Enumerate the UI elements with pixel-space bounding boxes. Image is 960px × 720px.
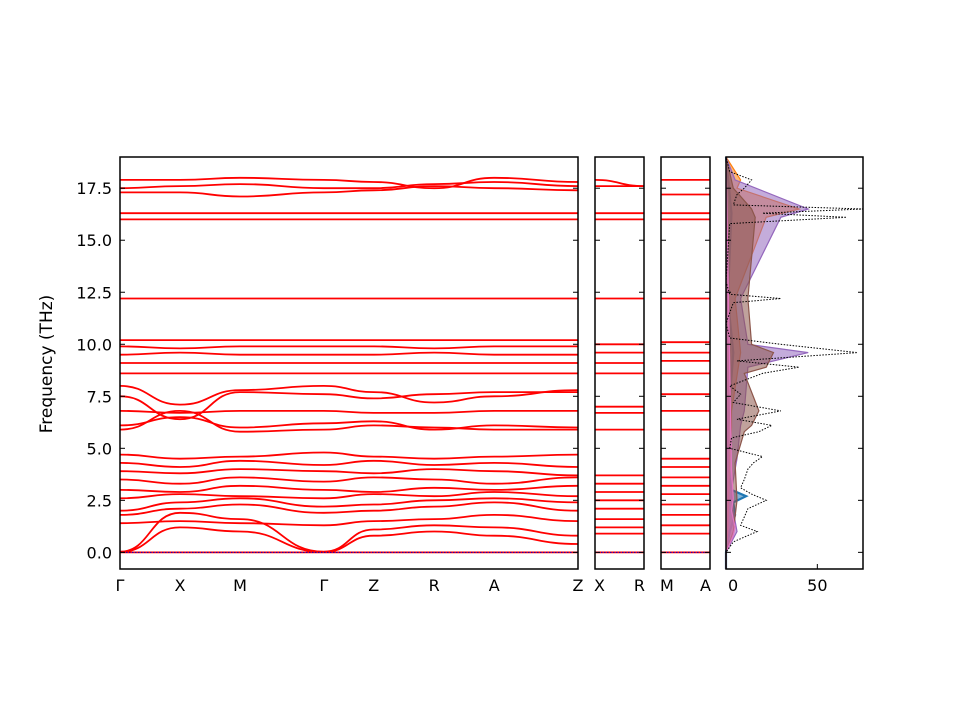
y-axis: 0.0 2.5 5.0 7.5 10.0 12.5 15.0 17.5 <box>76 179 112 562</box>
x-tick-label-main-4: Z <box>368 576 379 595</box>
band-line-main-10 <box>119 459 579 468</box>
y-tick-label-0: 0.0 <box>87 543 112 562</box>
y-tick-label-2: 5.0 <box>87 439 112 458</box>
dos-partial-line-3 <box>725 156 775 569</box>
x-tick-label-main-1: X <box>175 576 186 595</box>
band-line-main-16 <box>119 384 579 406</box>
y-tick-label-7: 17.5 <box>76 179 112 198</box>
panel-frame-x-r <box>594 156 645 570</box>
y-tick-label-1: 2.5 <box>87 491 112 510</box>
band-line-main-15 <box>119 391 578 421</box>
y-tick-label-5: 12.5 <box>76 283 112 302</box>
band-line-main-26 <box>119 181 579 190</box>
dos-partial-fill-3 <box>726 157 774 569</box>
x-tick-label-main-5: R <box>429 576 440 595</box>
y-axis-label: Frequency (THz) <box>37 295 57 434</box>
x-tick-label-x-r-0: X <box>594 576 605 595</box>
band-line-main-3 <box>119 513 579 527</box>
band-line-main-4 <box>119 501 579 516</box>
y-tick-label-6: 15.0 <box>76 231 112 250</box>
dos-total-line <box>725 156 864 569</box>
dos-x-tick-label-1: 50 <box>807 576 827 595</box>
dos-panel-frame <box>725 156 864 570</box>
dos-panel: 0 50 <box>724 156 864 595</box>
band-line-main-6 <box>119 491 579 500</box>
band-line-main-27 <box>119 176 579 190</box>
band-line-main-20 <box>119 345 578 350</box>
x-tick-label-m-a-1: A <box>700 576 711 595</box>
x-tick-label-main-7: Z <box>573 576 584 595</box>
x-tick-label-x-r-1: R <box>634 576 645 595</box>
x-tick-label-m-a-0: M <box>660 576 674 595</box>
dos-partial-line-4 <box>725 156 736 569</box>
band-line-main-2 <box>119 511 579 553</box>
x-tick-label-main-3: Γ <box>319 576 328 595</box>
dos-partial-fill-4 <box>726 157 736 569</box>
dos-x-tick-label-0: 0 <box>728 576 738 595</box>
band-line-main-8 <box>119 476 579 485</box>
x-tick-label-main-2: M <box>233 576 247 595</box>
x-tick-label-main-6: A <box>489 576 500 595</box>
band-line-x-r-20 <box>594 179 645 187</box>
y-tick-label-4: 10.0 <box>76 335 112 354</box>
band-line-main-11 <box>119 451 579 460</box>
panel-frame-m-a <box>660 156 711 570</box>
x-tick-label-main-0: Γ <box>116 576 125 595</box>
band-line-main-12 <box>119 409 578 433</box>
band-line-main-19 <box>119 351 578 356</box>
y-tick-label-3: 7.5 <box>87 387 112 406</box>
band-line-main-25 <box>120 185 579 198</box>
band-line-main-7 <box>119 484 579 493</box>
band-line-main-1 <box>119 526 579 553</box>
band-line-main-14 <box>119 409 578 414</box>
panel-frame-main <box>119 156 579 570</box>
band-line-main-9 <box>119 468 579 477</box>
band-line-main-5 <box>119 497 579 512</box>
